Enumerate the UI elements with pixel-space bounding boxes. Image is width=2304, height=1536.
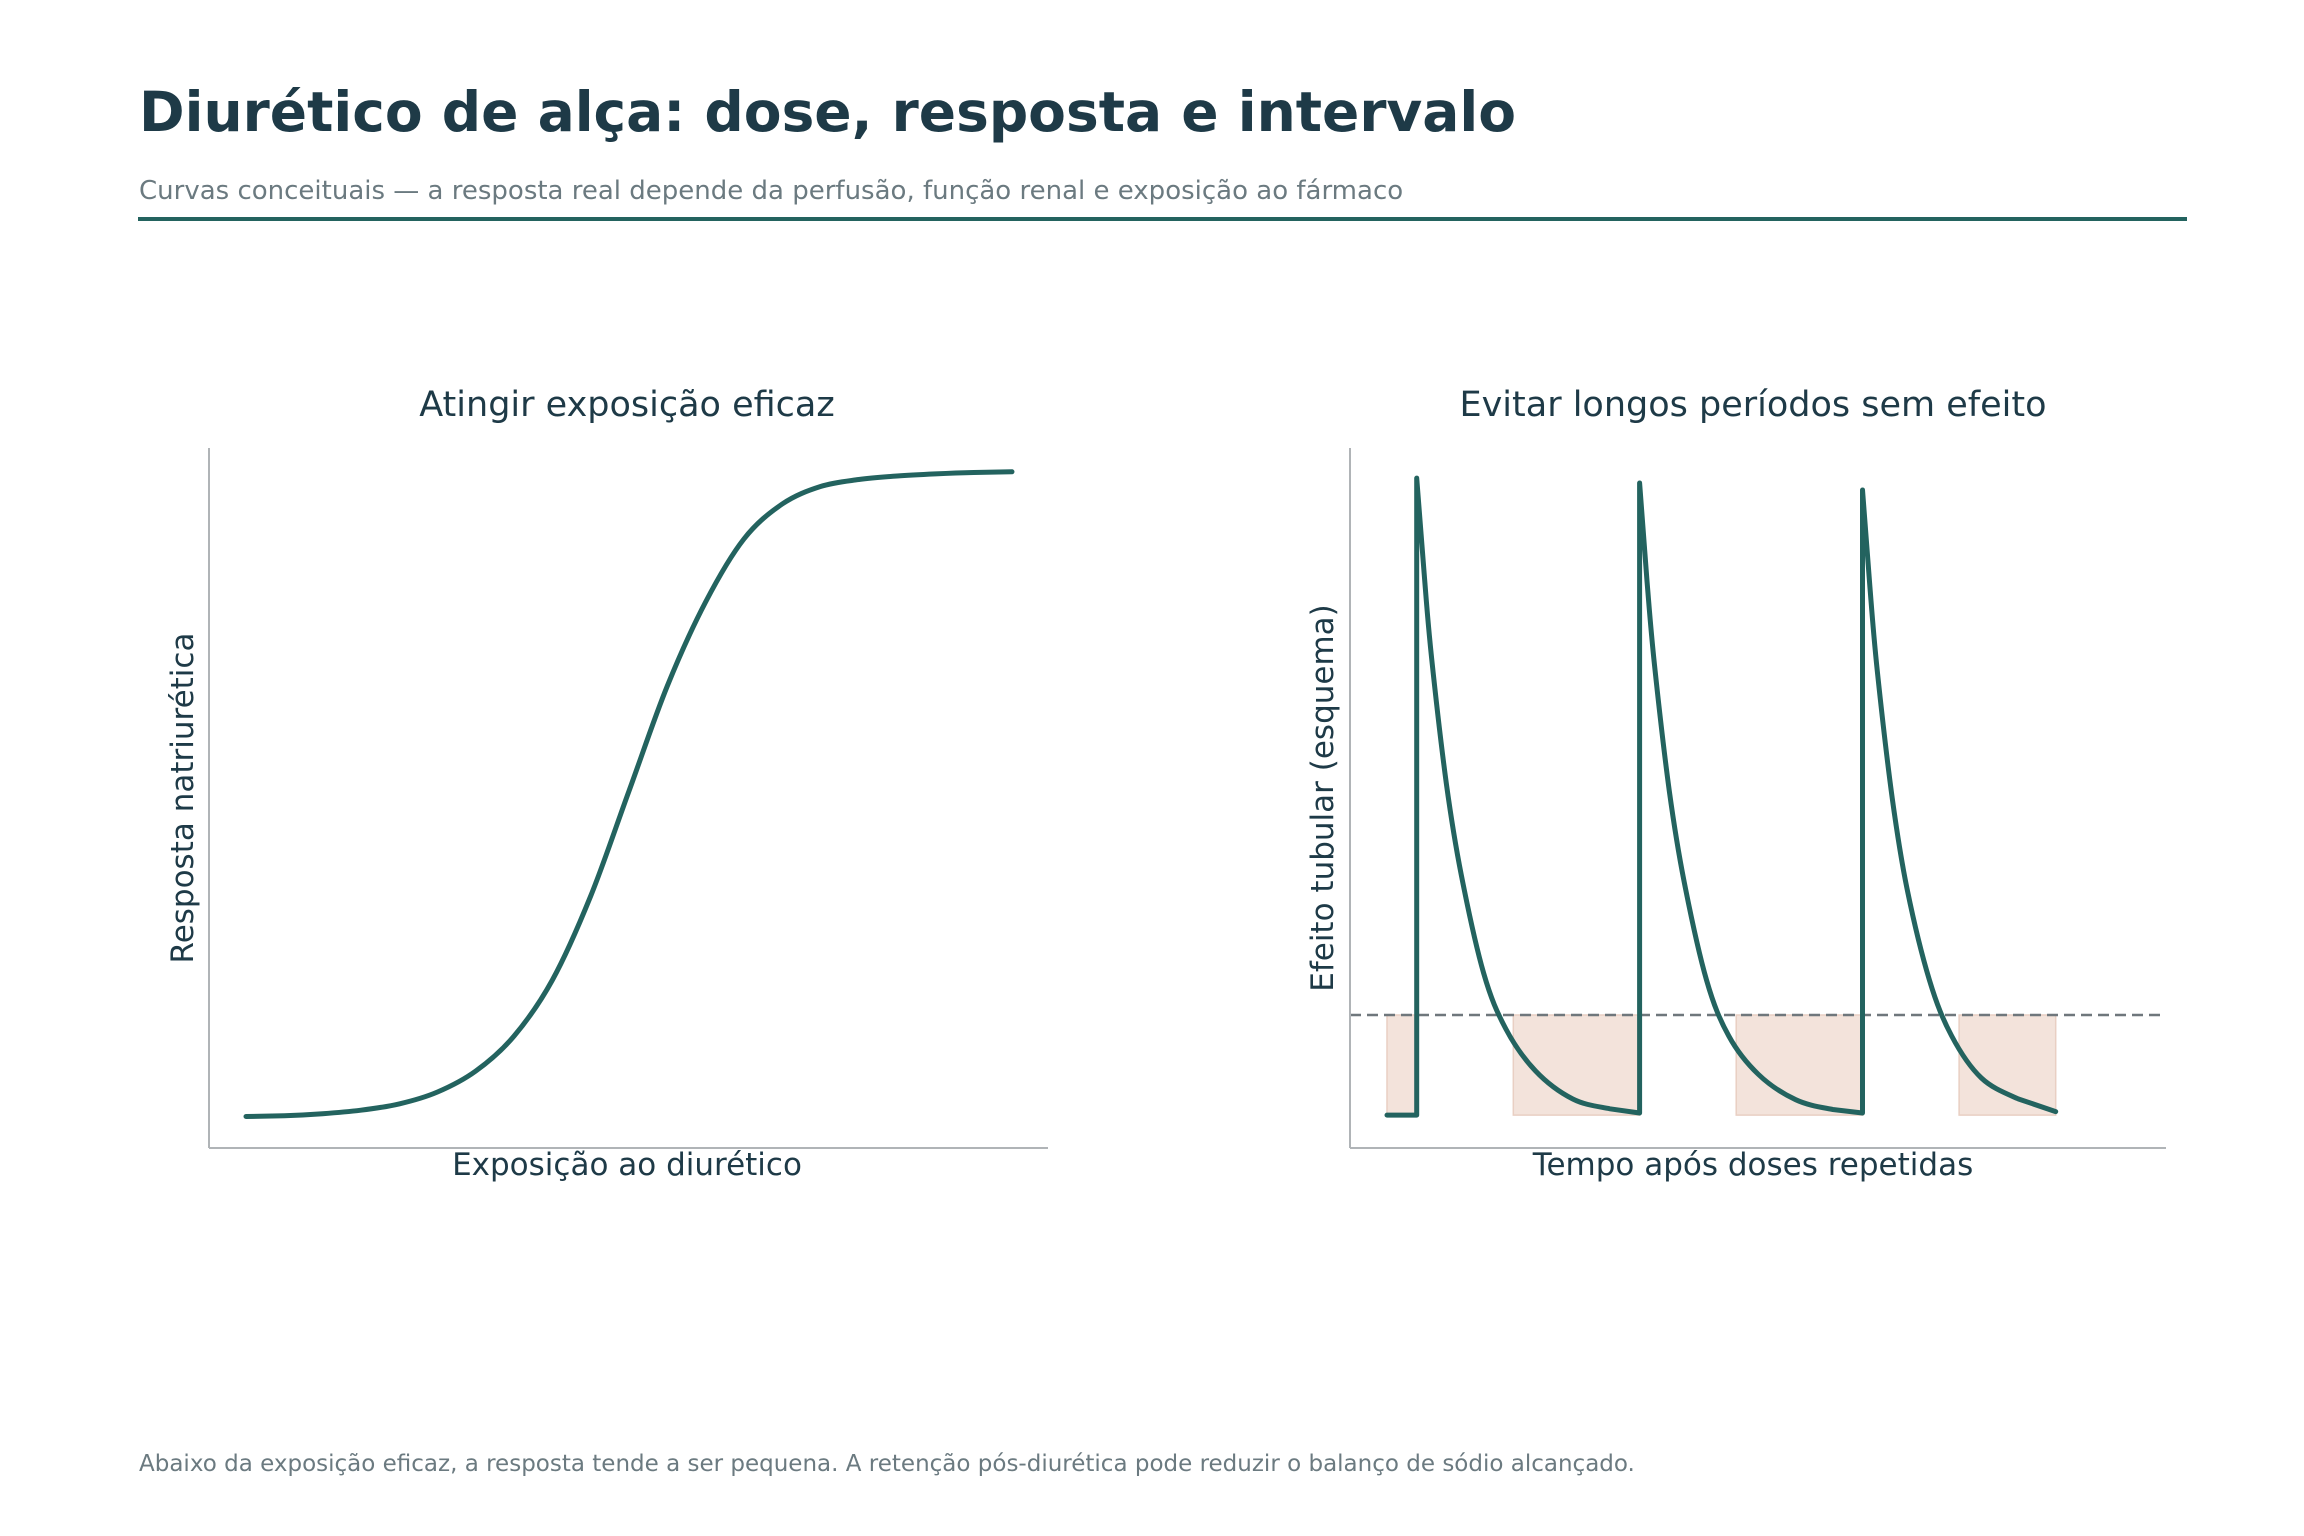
series-line: [243, 469, 1015, 1119]
chart-title: Evitar longos períodos sem efeito: [1459, 385, 2046, 425]
title-divider: [138, 217, 2187, 221]
x-axis-label: Exposição ao diurético: [452, 1147, 802, 1183]
series-line: [1384, 475, 2059, 1118]
chart-title: Atingir exposição eficaz: [419, 385, 835, 425]
y-axis-label: Resposta natriurética: [165, 633, 201, 964]
chart-dose-response: Atingir exposição eficaz Exposição ao di…: [165, 385, 1048, 1183]
no-effect-region: [1386, 1014, 1418, 1116]
page-subtitle: Curvas conceituais — a resposta real dep…: [139, 176, 1404, 206]
x-axis-label: Tempo após doses repetidas: [1532, 1147, 1973, 1183]
no-effect-region: [1958, 1014, 2057, 1116]
footnote: Abaixo da exposição eficaz, a resposta t…: [139, 1451, 1635, 1477]
y-axis-label: Efeito tubular (esquema): [1305, 604, 1341, 992]
page-title: Diurético de alça: dose, resposta e inte…: [139, 80, 1517, 144]
no-effect-region: [1735, 1014, 1864, 1116]
plot-area: [243, 469, 1015, 1119]
chart-dosing-interval: Evitar longos períodos sem efeito Tempo …: [1305, 385, 2166, 1183]
plot-area: [1350, 475, 2166, 1118]
